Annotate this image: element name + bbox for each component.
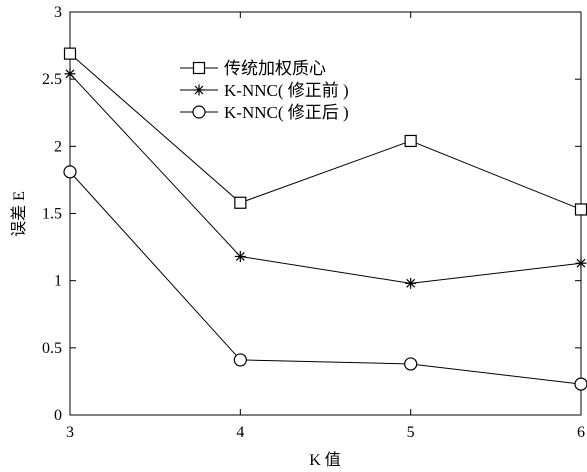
legend-label: 传统加权质心: [224, 59, 326, 78]
series-line: [69, 53, 582, 210]
legend-label: K-NNC( 修正后 ): [224, 103, 349, 122]
asterisk-marker: [193, 84, 205, 96]
axis-ticks: 3 4 5 6 0 0.5 1 1.5 2 2.5 3: [42, 4, 585, 441]
y-tick-label: 0.5: [42, 340, 62, 357]
square-marker: [574, 203, 587, 216]
y-tick-label: 3: [54, 4, 62, 21]
circle-marker: [63, 165, 77, 179]
square-marker: [63, 47, 77, 60]
square-marker: [192, 61, 206, 75]
x-axis-label: K 值: [309, 451, 341, 469]
y-tick-label: 1: [54, 273, 62, 290]
asterisk-marker: [234, 250, 246, 262]
legend: 传统加权质心 K-NNC( 修正前 ) K-NNC( 修正后 ): [180, 59, 349, 122]
x-tick-label: 5: [407, 424, 415, 441]
series-line: [69, 171, 582, 385]
y-axis-label: 误差 E: [10, 191, 28, 237]
y-tick-label: 0: [54, 407, 62, 424]
series-line: [69, 73, 582, 284]
asterisk-marker: [575, 257, 587, 269]
y-tick-label: 2.5: [42, 71, 62, 88]
y-tick-label: 2: [54, 138, 62, 155]
circle-marker: [574, 377, 587, 391]
legend-label: K-NNC( 修正前 ): [224, 81, 349, 100]
x-tick-label: 4: [236, 424, 244, 441]
circle-marker: [192, 105, 206, 119]
x-tick-label: 3: [66, 424, 74, 441]
circle-marker: [233, 353, 247, 367]
circle-marker: [404, 357, 418, 371]
square-marker: [404, 134, 417, 148]
square-marker: [234, 196, 247, 209]
asterisk-marker: [405, 277, 417, 289]
asterisk-marker: [64, 68, 76, 80]
y-tick-label: 1.5: [42, 206, 62, 223]
x-tick-label: 6: [577, 424, 585, 441]
